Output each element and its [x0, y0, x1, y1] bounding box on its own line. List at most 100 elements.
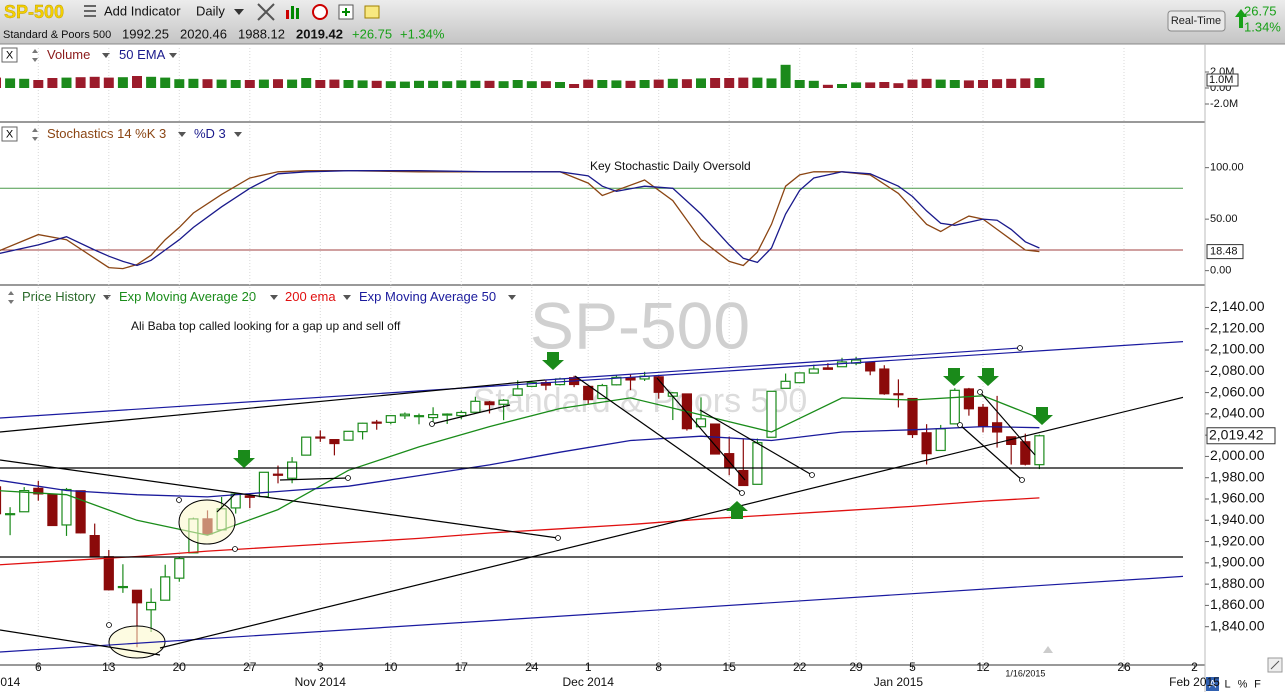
corner-icon[interactable] — [1267, 657, 1283, 673]
candle-body — [287, 461, 298, 479]
volume-bar — [61, 77, 72, 88]
volume-bar — [315, 80, 326, 88]
volume-bar — [329, 79, 340, 88]
legend-d[interactable]: %D 3 — [194, 126, 226, 141]
volume-bar — [512, 80, 523, 88]
volume-bar — [992, 79, 1003, 88]
drawings — [0, 340, 1183, 659]
candle-body — [371, 421, 382, 424]
move-handles[interactable] — [8, 49, 38, 304]
x-tick-label: 13 — [102, 660, 116, 674]
svg-text:X: X — [6, 49, 14, 61]
footer-button-label[interactable]: % — [1238, 678, 1248, 690]
stoch-line — [0, 170, 1040, 270]
volume-bar — [258, 79, 269, 88]
candle-body — [428, 414, 439, 419]
y-tick-label: 1,980.00 — [1210, 468, 1265, 484]
y-tick-label: 2,060.00 — [1210, 383, 1265, 399]
legend-ema200[interactable]: 200 ema — [285, 289, 336, 304]
volume-bar — [907, 79, 918, 88]
candle-body — [484, 401, 495, 406]
legend-volume[interactable]: Volume — [47, 47, 90, 62]
volume-bar — [174, 79, 185, 88]
footer-button[interactable] — [1221, 677, 1234, 691]
volume-bar — [273, 79, 283, 88]
footer-button-label[interactable]: A — [1209, 678, 1217, 690]
price-label: 2,019.42 — [1209, 426, 1264, 442]
candle-body — [935, 428, 946, 452]
dropdown-arrow[interactable] — [234, 9, 244, 15]
quote-low: 1988.12 — [238, 26, 285, 41]
volume-bar — [5, 78, 16, 88]
candle-body — [780, 380, 791, 389]
legend-ema50[interactable]: Exp Moving Average 50 — [359, 289, 496, 304]
candle-body — [1034, 435, 1045, 466]
candle-body — [879, 368, 890, 395]
candle-body — [597, 384, 608, 400]
footer-button[interactable] — [1206, 677, 1219, 691]
volume-bar — [343, 80, 354, 88]
volume-bar — [160, 77, 171, 88]
volume-bar — [865, 82, 876, 88]
x-month-label: Jan 2015 — [874, 675, 924, 689]
candle-body — [301, 436, 312, 456]
realtime-label[interactable]: Real-Time — [1171, 15, 1221, 27]
volume-bar — [696, 78, 706, 88]
volume-bar — [19, 78, 30, 88]
volume-bar — [681, 79, 692, 88]
price-box — [1206, 427, 1276, 445]
volume-bar — [949, 80, 960, 88]
volume-bar — [33, 80, 44, 88]
footer-buttons: A L% F — [1206, 677, 1264, 691]
legend-ema20[interactable]: Exp Moving Average 20 — [119, 289, 256, 304]
legend-k[interactable]: Stochastics 14 %K 3 — [47, 126, 166, 141]
candle-body — [399, 413, 410, 417]
candle-body — [907, 397, 918, 436]
legend-price[interactable]: Price History — [22, 289, 96, 304]
candle-body — [794, 372, 805, 384]
tool-icons[interactable] — [257, 3, 380, 21]
volume-bar — [837, 84, 847, 88]
add-indicator[interactable]: Add Indicator — [104, 3, 181, 18]
volume-bar — [357, 80, 368, 88]
volume-bar — [583, 79, 594, 88]
footer-button[interactable] — [1251, 677, 1264, 691]
footer-button-label[interactable]: L — [1224, 678, 1230, 690]
change-pct: 1.34% — [1244, 19, 1281, 34]
candle-body — [893, 393, 904, 396]
footer-button-label[interactable]: F — [1254, 678, 1261, 690]
y-tick-label: 1,960.00 — [1210, 490, 1265, 506]
volume-bar — [301, 78, 312, 88]
volume-bar — [1034, 78, 1045, 88]
y-tick-label: 0.00 — [1210, 265, 1231, 277]
x-tick-label: 20 — [173, 660, 187, 674]
candle-body — [695, 418, 707, 428]
volume-bar — [808, 80, 819, 88]
x-month-label: Feb 2015 — [1169, 675, 1220, 689]
candle-body — [611, 376, 622, 386]
volume-bar — [667, 78, 678, 88]
quote-open: 1992.25 — [122, 26, 169, 41]
stoch-line — [0, 170, 1040, 267]
x-month-label: Oct 2014 — [0, 675, 21, 689]
close-buttons[interactable]: X X — [1, 47, 18, 142]
volume-bar — [414, 80, 424, 88]
x-tick-label: 10 — [384, 660, 398, 674]
x-tick-label: 24 — [525, 660, 539, 674]
y-tick-label: 1,940.00 — [1210, 511, 1265, 527]
candle-body — [766, 390, 777, 438]
menu-icon[interactable] — [84, 5, 96, 17]
footer-button[interactable] — [1236, 677, 1249, 691]
volume-bar — [822, 84, 833, 88]
dropdown-arrows[interactable] — [102, 53, 516, 300]
symbol[interactable]: SP-500 — [4, 2, 64, 22]
scroll-marker[interactable] — [1043, 646, 1053, 653]
y-tick-label: -2.0M — [1210, 98, 1238, 110]
volume-bar — [879, 82, 890, 88]
interval[interactable]: Daily — [196, 3, 225, 18]
legend-ema[interactable]: 50 EMA — [119, 47, 166, 62]
volume-bar — [921, 78, 932, 88]
realtime-button[interactable] — [1167, 10, 1226, 32]
volume-bar — [978, 80, 988, 88]
